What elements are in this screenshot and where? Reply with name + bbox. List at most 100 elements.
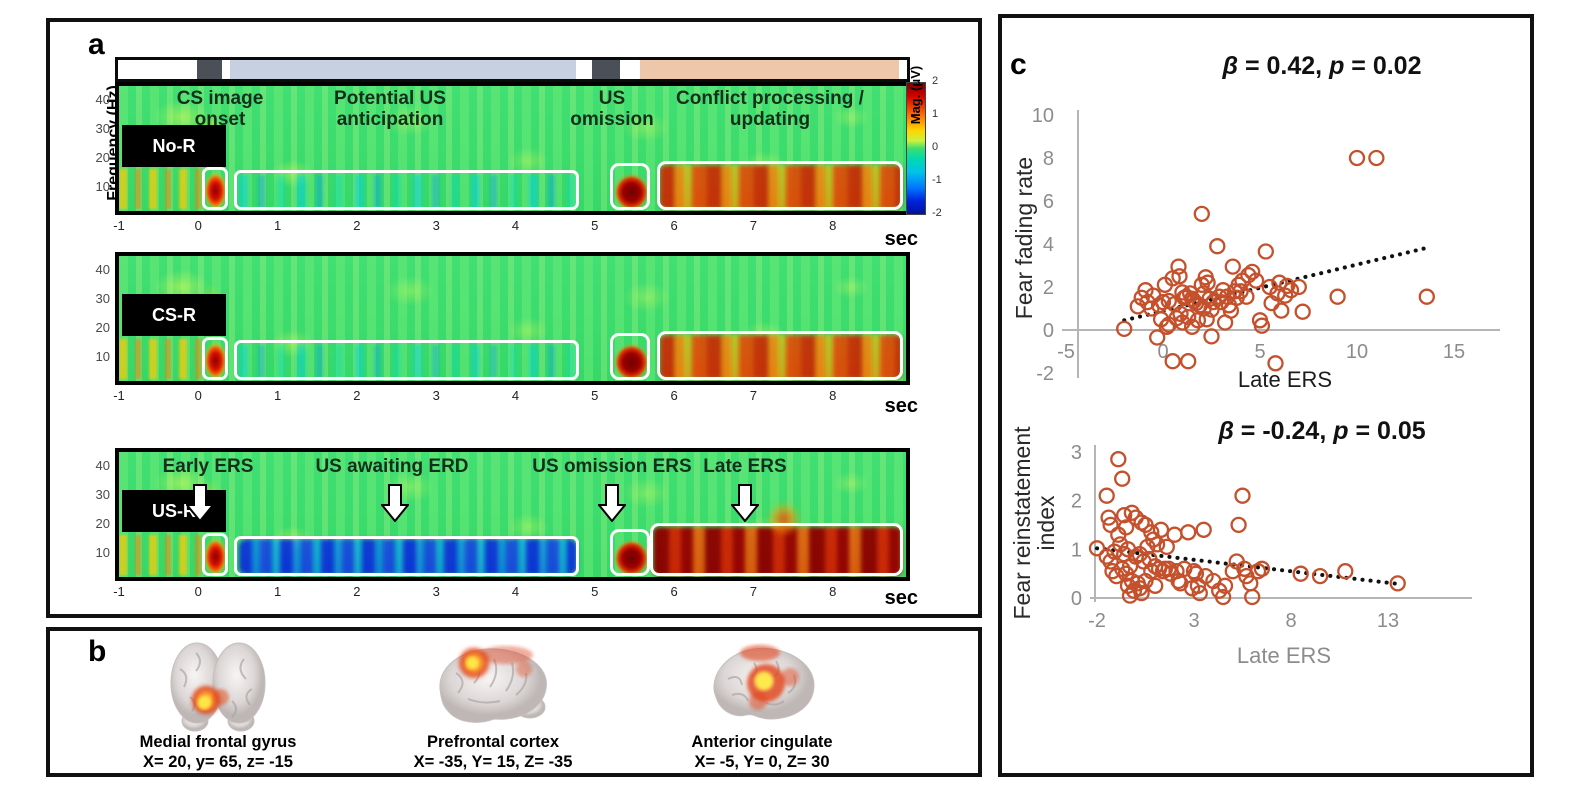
colorbar-tick-label: -2	[932, 207, 942, 219]
data-point	[1279, 277, 1296, 295]
annotation-us-omission: US omission	[570, 88, 654, 131]
data-point	[1180, 353, 1197, 370]
timeline-post-omission-segment	[640, 60, 899, 79]
x-tick-label: 3	[1188, 610, 1199, 632]
freq-tick-label: 30	[95, 121, 110, 136]
time-tick-label: 0	[194, 218, 202, 233]
colorbar-label: Mag. (μV)	[908, 65, 923, 125]
data-point	[1154, 293, 1172, 311]
x-tick-label: -2	[1088, 610, 1106, 632]
freq-tick-label: 20	[95, 150, 110, 165]
time-tick-label: 5	[591, 388, 599, 403]
time-tick-label: 5	[591, 218, 599, 233]
spectrogram-cs-r	[115, 252, 910, 385]
data-point	[1116, 320, 1133, 338]
highlight-onset	[202, 533, 228, 576]
data-point	[1311, 567, 1329, 585]
time-tick-label: 2	[353, 218, 361, 233]
cs-onset-ers-blob	[204, 340, 227, 378]
y-tick-label: 8	[1043, 148, 1054, 170]
data-point	[1230, 516, 1247, 534]
data-point	[1180, 524, 1197, 541]
data-point	[1337, 563, 1354, 580]
time-tick-label: 8	[829, 584, 837, 599]
brain-region-coords: X= -5, Y= 0, Z= 30	[694, 752, 830, 771]
highlight-late	[657, 161, 903, 210]
spectrogram-cs-r-image	[119, 256, 906, 381]
data-point	[1102, 516, 1119, 534]
freq-tick-label: 20	[95, 320, 110, 335]
y-tick-label: 2	[1043, 277, 1054, 299]
data-point	[1123, 504, 1141, 521]
freq-tick-label: 30	[95, 487, 110, 502]
x-tick-label: 5	[1254, 341, 1265, 363]
data-point	[1290, 278, 1307, 296]
data-point	[1209, 238, 1226, 255]
y-axis-title: Fear fading rate	[1011, 157, 1037, 319]
data-point	[1267, 355, 1284, 372]
data-point	[1203, 328, 1220, 345]
data-point	[1171, 268, 1188, 285]
time-tick-label: 6	[670, 584, 678, 599]
time-tick-label: 6	[670, 218, 678, 233]
annotation-late-ers: Late ERS	[703, 456, 787, 477]
annotation-conflict-processing: Conflict processing / updating	[676, 88, 864, 131]
data-point	[1292, 565, 1309, 582]
data-point	[1180, 308, 1197, 326]
data-point	[1191, 584, 1208, 602]
time-tick-label: 2	[353, 388, 361, 403]
timeline-anticipation-segment	[230, 60, 576, 79]
timeline-cs-onset-segment	[197, 60, 222, 79]
colorbar	[906, 82, 926, 215]
brain-frontal-view-image	[170, 642, 266, 732]
down-arrow-icon	[598, 484, 626, 522]
data-point	[1148, 536, 1166, 553]
colorbar-tick-label: 0	[932, 141, 939, 153]
x-tick-label: 15	[1443, 341, 1465, 363]
us-awaiting-erd-band	[239, 539, 577, 575]
data-point	[1102, 553, 1119, 570]
time-tick-label: -1	[113, 584, 125, 599]
x-axis-title: Late ERS	[1238, 367, 1332, 392]
highlight-omission	[610, 333, 650, 380]
y-tick-label: 4	[1043, 234, 1054, 256]
time-tick-label: 7	[749, 584, 757, 599]
condition-label-us-r: US-R	[122, 490, 226, 532]
panel-b-brain-sources: b Medial frontal gyrus X= 20, y= 65, z= …	[46, 627, 982, 777]
spectrogram-no-r-image	[119, 86, 906, 211]
data-point	[1329, 288, 1346, 305]
data-point	[1166, 526, 1183, 543]
data-point	[1198, 311, 1215, 328]
data-point	[1214, 588, 1232, 606]
data-point	[1117, 519, 1135, 536]
brain-region-coords: X= -35, Y= 15, Z= -35	[413, 752, 573, 771]
time-tick-label: 4	[511, 584, 520, 599]
late-ers-band	[660, 335, 902, 379]
time-tick-label: 0	[194, 388, 202, 403]
stats-title: β = 0.42, p = 0.02	[1222, 52, 1422, 80]
sec-unit-label-2: sec	[884, 395, 918, 417]
data-point	[1152, 521, 1170, 538]
brain-region-name: Prefrontal cortex	[426, 733, 560, 751]
x-axis-title: Late ERS	[1237, 643, 1331, 668]
data-point	[1224, 563, 1241, 580]
x-tick-label: 0	[1157, 341, 1168, 363]
annotation-cs-image-onset: CS image onset	[176, 88, 264, 131]
colorbar-tick-label: 1	[932, 108, 939, 120]
annotation-early-ers: Early ERS	[162, 456, 254, 477]
condition-label-cs-r: CS-R	[122, 294, 226, 336]
data-point	[1116, 507, 1133, 524]
highlight-omission	[610, 163, 650, 210]
annotation-us-awaiting-erd: US awaiting ERD	[315, 456, 469, 477]
data-point	[1172, 305, 1189, 323]
sec-unit-label-3: sec	[884, 587, 918, 609]
data-point	[1149, 329, 1166, 346]
brain-region-name: Anterior cingulate	[691, 733, 833, 751]
data-point	[1282, 282, 1300, 299]
y-tick-label: 0	[1071, 588, 1082, 610]
data-point	[1147, 577, 1164, 594]
freq-tick-label: 10	[95, 349, 110, 364]
freq-tick-label: 10	[95, 545, 110, 560]
data-point	[1158, 318, 1176, 335]
